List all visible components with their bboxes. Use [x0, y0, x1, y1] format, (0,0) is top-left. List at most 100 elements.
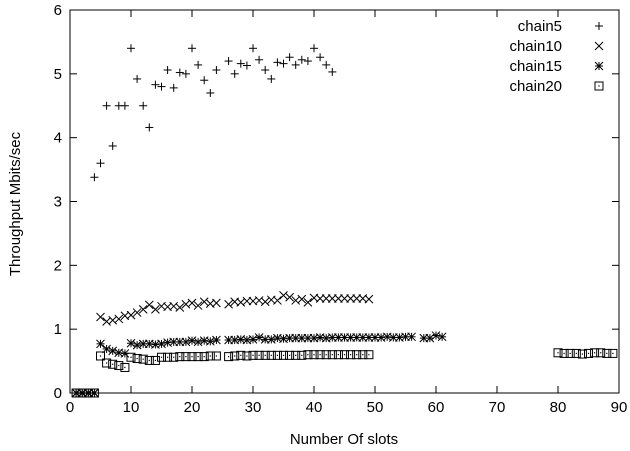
x-tick-label: 70	[489, 399, 506, 416]
chain20-point	[169, 352, 179, 362]
series-chain15	[71, 331, 447, 398]
x-axis-label: Number Of slots	[290, 431, 398, 448]
chain20-point	[157, 352, 166, 362]
chain10-point	[334, 294, 343, 303]
chain5-point	[310, 44, 318, 53]
chain20-point	[285, 350, 295, 360]
series-chain10	[71, 290, 374, 398]
chain20-point	[224, 352, 234, 362]
chain15-point	[132, 340, 142, 350]
chain10-point	[96, 312, 105, 322]
chain20-point	[596, 348, 606, 358]
chain15-point	[431, 331, 441, 340]
chain10-point	[151, 305, 160, 314]
chain5-point	[261, 66, 270, 75]
chain20-point	[102, 358, 112, 368]
chain20-point	[321, 350, 331, 360]
chain20-point	[230, 351, 240, 361]
legend-item-chain10: chain10	[509, 38, 604, 55]
chain15-point	[407, 332, 416, 342]
chain15-point	[266, 335, 276, 344]
chain10-point	[279, 290, 288, 300]
chain20-point	[291, 350, 301, 360]
series-chain20	[71, 348, 618, 398]
chain10-point	[242, 296, 252, 306]
chain20-point	[297, 350, 307, 360]
chain5-point	[181, 69, 190, 78]
axis-ticks	[69, 9, 620, 394]
chain20-point	[120, 362, 130, 372]
chain10-point	[187, 298, 197, 308]
legend-item-chain15: chain15	[509, 58, 604, 75]
chain5-point	[291, 60, 300, 69]
chain20-point	[352, 350, 362, 360]
chain5-point	[200, 76, 209, 85]
chain5-point	[108, 141, 117, 150]
chain20-point	[211, 351, 221, 361]
x-tick-label: 80	[550, 399, 567, 416]
chain5-point	[316, 53, 325, 62]
chain20-point	[565, 348, 575, 358]
chain10-point	[108, 315, 118, 325]
chain20-point	[248, 350, 258, 360]
chain10-point	[132, 308, 142, 317]
y-axis-label: Throughput Mbits/sec	[7, 131, 24, 276]
chain10-point	[212, 298, 221, 308]
x-tick-label: 10	[123, 399, 140, 416]
chain15-point	[388, 333, 398, 342]
chain5-point	[249, 44, 257, 53]
chain10-point	[260, 297, 270, 307]
x-tick-label: 90	[611, 399, 628, 416]
chain15-point	[260, 335, 270, 344]
x-tick-label: 30	[245, 399, 262, 416]
chain20-point	[364, 350, 374, 360]
chain20-point	[333, 350, 343, 360]
chain15-point	[212, 335, 221, 345]
chain20-point	[138, 354, 148, 364]
chain20-point	[303, 350, 313, 360]
chain5-point	[194, 60, 203, 69]
chain10-point	[273, 296, 282, 305]
legend-label: chain15	[509, 58, 562, 75]
chain10-point	[114, 314, 124, 324]
legend-marker-chain20	[594, 81, 604, 91]
chain5-point	[96, 159, 105, 168]
chain20-point	[242, 351, 252, 361]
chain5-point	[188, 44, 196, 53]
chain5-point	[212, 66, 221, 75]
chain5-point	[303, 57, 312, 66]
chain20-point	[590, 348, 600, 358]
chain15-point	[181, 337, 191, 347]
chain20-point	[132, 354, 142, 364]
chain15-point	[340, 333, 349, 342]
chain5-point	[297, 55, 306, 64]
chain5-point	[242, 61, 251, 70]
chain5-point	[206, 88, 215, 97]
chain20-point	[327, 350, 337, 360]
chain15-point	[437, 332, 447, 342]
chain10-point	[254, 296, 264, 305]
chain5-point	[236, 59, 245, 68]
chain15-point	[395, 333, 404, 342]
chain20-point	[340, 350, 349, 360]
chain20-point	[553, 348, 563, 358]
chain5-point	[133, 74, 142, 83]
chain10-point	[169, 301, 179, 311]
chain10-point	[352, 294, 362, 303]
y-tick-label: 3	[54, 194, 62, 211]
x-tick-label: 60	[428, 399, 445, 416]
chain5-point	[139, 101, 148, 110]
legend-marker-chain10	[594, 41, 604, 51]
x-tick-label: 50	[367, 399, 384, 416]
chain15-point	[205, 336, 215, 346]
chain20-point	[187, 352, 197, 362]
y-tick-label: 4	[54, 130, 62, 147]
chain20-point	[346, 350, 356, 360]
chain20-point	[114, 361, 124, 371]
legend-item-chain20: chain20	[509, 78, 604, 95]
x-tick-label: 20	[184, 399, 201, 416]
chain5-point	[90, 173, 99, 182]
chain20-point	[266, 350, 276, 360]
chain15-point	[187, 336, 197, 346]
chain20-point	[602, 348, 612, 358]
